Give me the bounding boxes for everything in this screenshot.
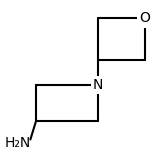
Text: O: O [139,12,150,25]
Text: N: N [93,78,103,92]
Text: H₂N: H₂N [4,136,30,150]
